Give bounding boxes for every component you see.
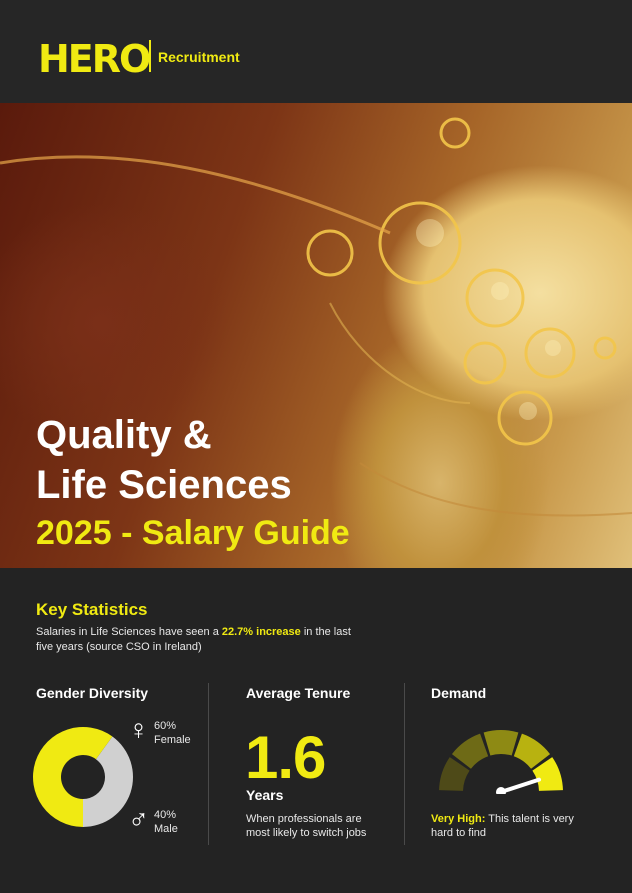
ks-text-before: Salaries in Life Sciences have seen a (36, 626, 222, 638)
average-tenure-title: Average Tenure (246, 685, 351, 701)
female-percent: 60% (154, 720, 177, 732)
key-statistics-text: Salaries in Life Sciences have seen a 22… (36, 625, 366, 655)
column-divider (404, 683, 405, 845)
brand-logo: HERO (38, 37, 151, 81)
hero-title-line1: Quality & (36, 413, 212, 457)
gauge-segment (439, 757, 470, 791)
male-share-arc (83, 736, 133, 827)
female-share-arc (32, 727, 113, 827)
gauge-segment (513, 733, 551, 769)
column-divider (208, 683, 209, 845)
hero-title-line3: 2025 - Salary Guide (36, 514, 350, 552)
tenure-value: 1.6 (245, 724, 326, 791)
logo-divider (149, 40, 151, 72)
brand-subtitle: Recruitment (158, 49, 240, 65)
demand-level: Very High: (431, 813, 486, 825)
demand-gauge (439, 730, 563, 794)
demand-note: This talent is very hard to find (431, 813, 574, 839)
bubble (463, 341, 507, 385)
gauge-needle (499, 777, 542, 794)
male-percent: 40% (154, 809, 177, 821)
tenure-note: When professionals are most likely to sw… (246, 813, 367, 839)
bubble (465, 268, 525, 328)
gender-donut-chart (32, 727, 133, 827)
male-label: Male (154, 823, 178, 835)
gender-diversity-title: Gender Diversity (36, 685, 149, 701)
gauge-segment (532, 757, 563, 791)
stats-section (0, 568, 632, 893)
gauge-segment (451, 733, 489, 769)
female-symbol-icon: ♀ (128, 714, 149, 745)
bubble (378, 201, 462, 285)
gauge-segment (483, 730, 519, 756)
bubble (306, 229, 354, 277)
bubble (497, 390, 553, 446)
bubble (593, 336, 617, 360)
tenure-unit: Years (246, 787, 284, 803)
gauge-pivot (496, 787, 506, 794)
demand-text: Very High: This talent is very hard to f… (431, 812, 581, 840)
demand-title: Demand (431, 685, 487, 701)
ks-highlight: 22.7% increase (221, 626, 301, 638)
hero-image: Quality & Life Sciences 2025 - Salary Gu… (0, 103, 632, 568)
female-label: Female (154, 734, 191, 746)
ks-text-after: in the last five years (source CSO in Ir… (36, 626, 351, 653)
header: HERO Recruitment (0, 0, 632, 103)
hero-title-line2: Life Sciences (36, 463, 292, 507)
bubble (524, 327, 576, 379)
male-symbol-icon: ♂ (128, 804, 149, 835)
bubble (439, 117, 471, 149)
bubble-art (0, 117, 632, 517)
key-statistics-title: Key Statistics (36, 600, 148, 619)
